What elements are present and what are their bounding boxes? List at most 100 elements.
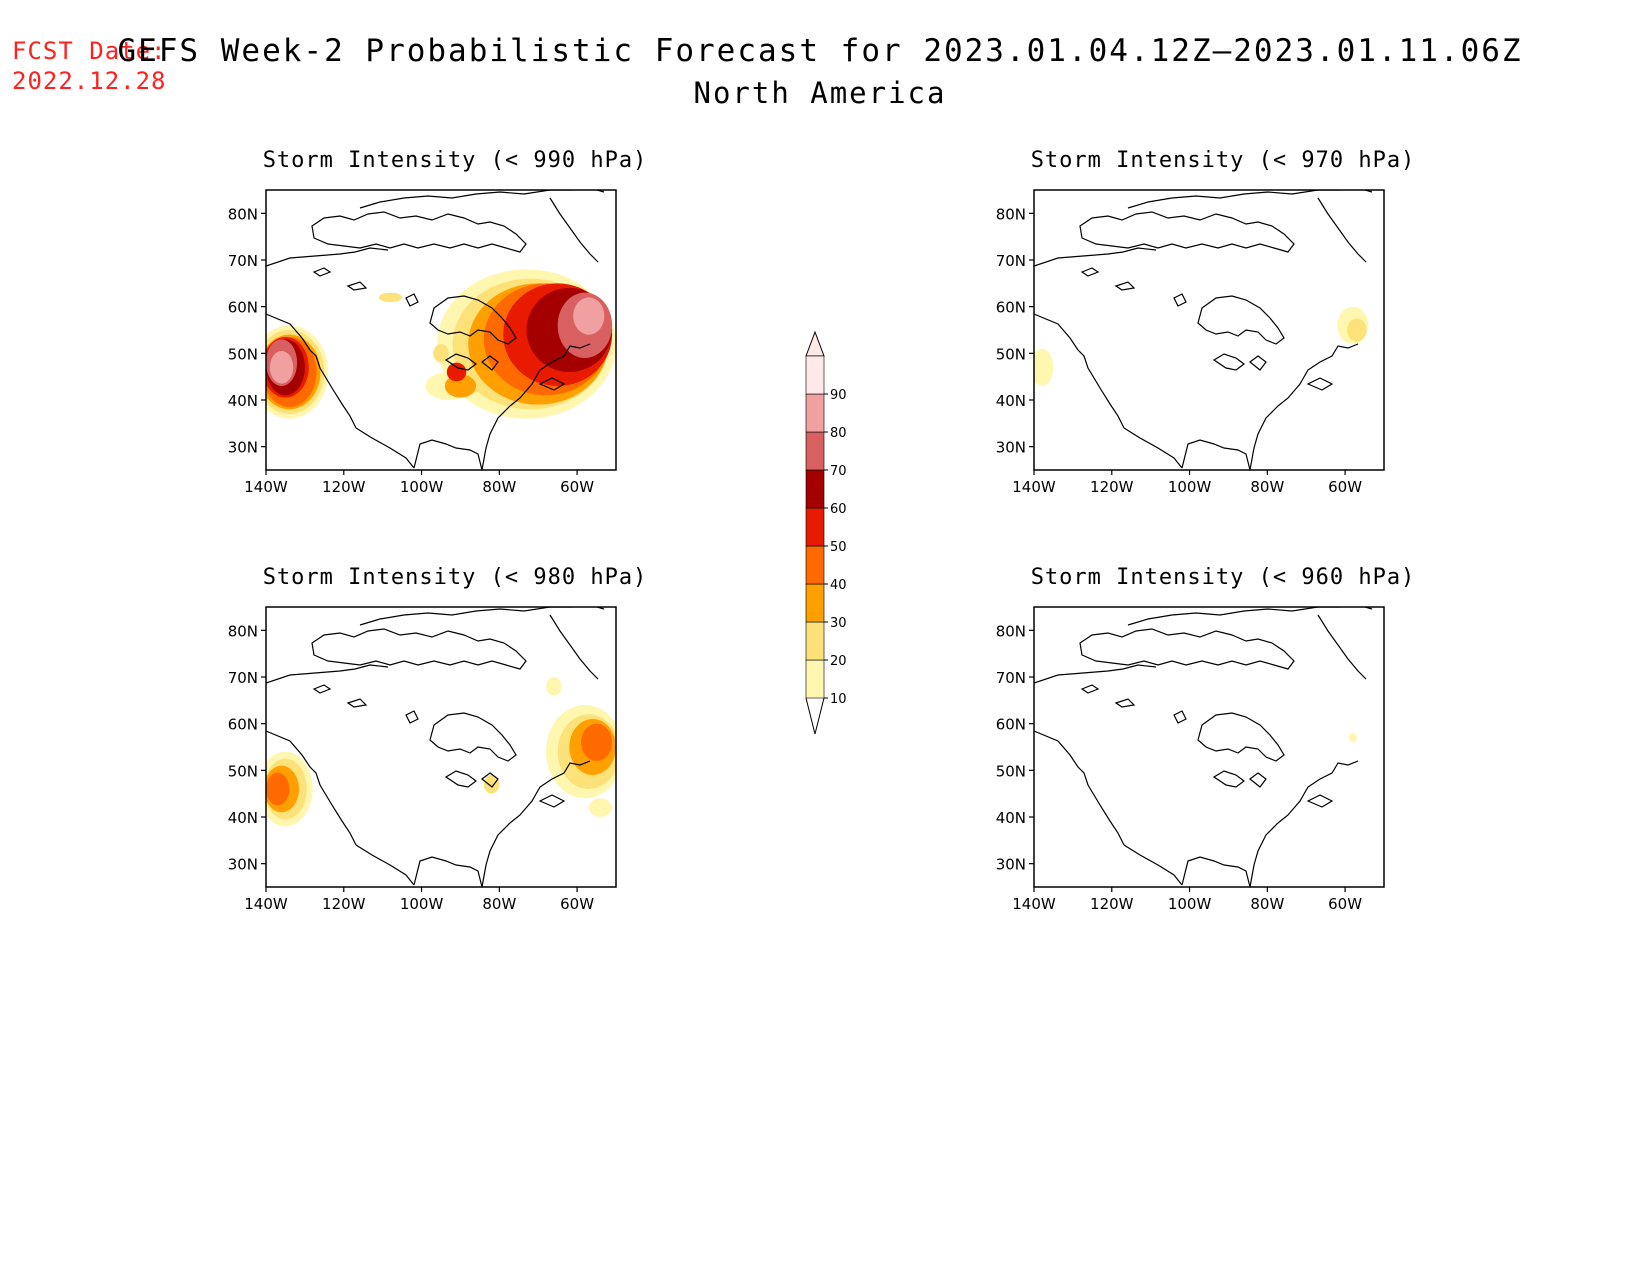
coastline [359, 607, 605, 626]
coastline [1249, 343, 1359, 470]
map-980: 80N 70N 60N 50N 40N 30N 140W 120W 100W 80W 60W [228, 606, 617, 913]
coastline [312, 684, 332, 694]
coastline [1127, 607, 1373, 626]
map-frame [265, 189, 617, 471]
probability-shade [1349, 733, 1357, 743]
colorbar-label: 20 [830, 654, 847, 669]
probability-shade [266, 772, 290, 806]
coastline [1249, 355, 1267, 371]
lon-label: 100W [1168, 478, 1212, 496]
lat-label: 30N [228, 856, 258, 874]
coastline [1123, 427, 1183, 469]
panel-storm-970: Storm Intensity (< 970 hPa) 80N 70N 60N 50N… [988, 148, 1458, 508]
panel-title: Storm Intensity (< 970 hPa) [1030, 148, 1416, 173]
coastline [1306, 794, 1334, 808]
lat-label: 60N [996, 716, 1026, 734]
coastline [311, 628, 527, 670]
probability-shade [588, 798, 613, 817]
colorbar-label: 90 [830, 388, 847, 403]
coastline [405, 293, 419, 307]
lon-label: 60W [560, 478, 594, 496]
lon-label: 80W [482, 478, 516, 496]
coastline [1034, 664, 1157, 684]
coastline [346, 698, 368, 708]
colorbar-segment [805, 469, 825, 509]
coastline [266, 664, 389, 684]
coastline [1123, 844, 1183, 886]
coastline [1034, 313, 1125, 429]
panel-title: Storm Intensity (< 990 hPa) [262, 148, 648, 173]
lat-label: 50N [996, 345, 1026, 363]
coastline [1317, 197, 1367, 263]
coastline [549, 197, 599, 263]
coastline [413, 439, 483, 470]
coastline [266, 247, 389, 267]
colorbar-segment [805, 583, 825, 623]
probability-shade [1034, 348, 1054, 386]
lat-label: 40N [996, 809, 1026, 827]
coastline [1212, 770, 1245, 788]
colorbar-label: 60 [830, 502, 847, 517]
coastline [549, 614, 599, 680]
lat-label: 40N [228, 809, 258, 827]
coastline [1080, 267, 1100, 277]
colorbar-label: 10 [830, 692, 847, 707]
probability-shade [378, 292, 403, 302]
probability-shade [433, 344, 449, 363]
lon-label: 80W [482, 895, 516, 913]
probability-colorbar: 10 20 30 40 50 60 70 80 90 [805, 330, 847, 735]
lat-label: 80N [996, 622, 1026, 640]
lat-label: 40N [228, 392, 258, 410]
panel-storm-960: Storm Intensity (< 960 hPa) 80N 70N 60N 50N… [988, 565, 1458, 925]
lat-label: 60N [228, 716, 258, 734]
coastline [266, 313, 357, 429]
lon-label: 60W [1328, 478, 1362, 496]
coastline [538, 794, 566, 808]
coastline [1114, 281, 1136, 291]
colorbar-label: 80 [830, 426, 847, 441]
coastline [405, 710, 419, 724]
lon-label: 140W [1012, 895, 1056, 913]
colorbar-segment [805, 621, 825, 661]
colorbar-label: 40 [830, 578, 847, 593]
probability-shade [1347, 318, 1367, 342]
coastline [1317, 614, 1367, 680]
lon-label: 140W [244, 478, 288, 496]
coastline [1114, 698, 1136, 708]
coastline [481, 343, 591, 470]
coastline [359, 190, 605, 209]
colorbar-label: 30 [830, 616, 847, 631]
colorbar-tail [805, 697, 825, 735]
coastline [355, 427, 415, 469]
coastline [1197, 295, 1285, 345]
probability-shade [446, 362, 467, 382]
coastline [1079, 628, 1295, 670]
coastline [1127, 190, 1373, 209]
coastline [1212, 353, 1245, 371]
probability-shade [483, 775, 500, 794]
coastline [1249, 772, 1267, 788]
map-990: 80N 70N 60N 50N 40N 30N 140W 120W 100W 80W 60W [228, 189, 617, 496]
main-title: GEFS Week-2 Probabilistic Forecast for 2… [117, 33, 1523, 69]
lat-label: 30N [996, 856, 1026, 874]
colorbar-segment [805, 507, 825, 547]
coastline [481, 772, 499, 788]
lat-label: 60N [996, 299, 1026, 317]
lat-label: 80N [228, 205, 258, 223]
colorbar-segment [805, 431, 825, 471]
lon-label: 100W [1168, 895, 1212, 913]
lon-label: 120W [1090, 478, 1134, 496]
lon-label: 60W [560, 895, 594, 913]
lat-label: 50N [228, 762, 258, 780]
lon-label: 60W [1328, 895, 1362, 913]
colorbar-tip [805, 330, 825, 357]
lon-label: 140W [244, 895, 288, 913]
colorbar-segment [805, 545, 825, 585]
coastline [1197, 712, 1285, 762]
lon-label: 80W [1250, 895, 1284, 913]
coastline [444, 770, 477, 788]
probability-shade [581, 723, 613, 761]
coastline [346, 281, 368, 291]
map-frame [265, 606, 617, 888]
panel-title: Storm Intensity (< 980 hPa) [262, 565, 648, 590]
